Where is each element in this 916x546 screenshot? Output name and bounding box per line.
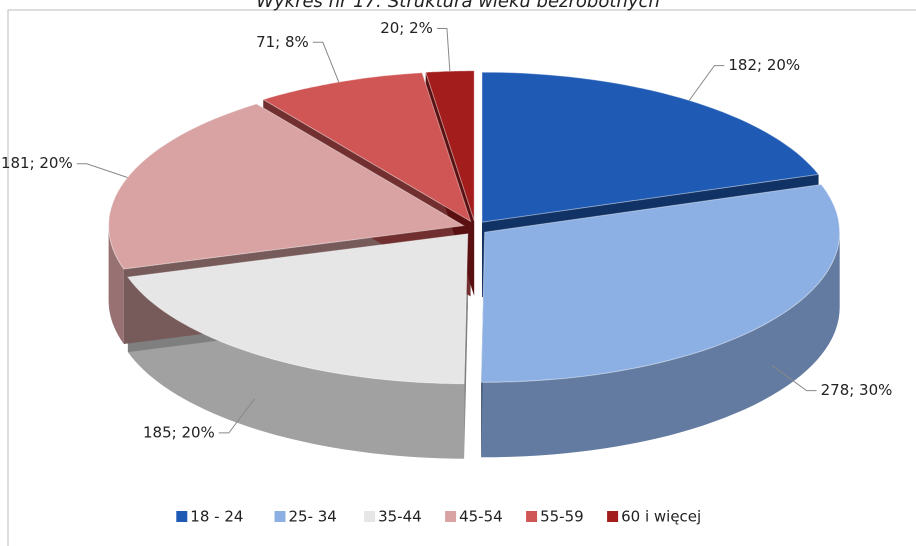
pie-slice-side <box>108 225 124 344</box>
leader-line <box>76 163 128 178</box>
legend-label: 55-59 <box>540 508 584 526</box>
legend-swatch <box>364 511 376 522</box>
leader-line <box>312 41 340 83</box>
legend-label: 25- 34 <box>289 508 337 526</box>
pie-slice <box>480 183 841 383</box>
legend-label: 60 i więcej <box>621 508 701 526</box>
pie-slice <box>425 70 475 221</box>
legend-swatch <box>274 511 286 522</box>
data-label: 278; 30% <box>821 381 893 399</box>
pie-slice <box>481 71 820 223</box>
legend-label: 35-44 <box>378 508 422 526</box>
pie-slice <box>108 103 466 270</box>
legend-label: 18 - 24 <box>190 508 243 526</box>
pie-slice <box>126 233 469 385</box>
data-label: 185; 20% <box>143 423 215 441</box>
legend-swatch <box>445 511 457 522</box>
leader-line <box>688 65 725 101</box>
legend-swatch <box>526 511 538 522</box>
leader-line <box>436 27 451 72</box>
chart-title: Wykres nr 17: Struktura wieku bezrobotny… <box>256 0 660 12</box>
data-label: 181; 20% <box>1 154 73 172</box>
pie-slice-side <box>127 277 465 459</box>
leader-line <box>771 365 817 392</box>
data-label: 20; 2% <box>380 19 433 37</box>
legend-swatch <box>607 511 619 522</box>
data-label: 71; 8% <box>256 33 309 51</box>
legend-swatch <box>176 511 188 522</box>
legend-label: 45-54 <box>459 508 503 526</box>
leader-line <box>218 398 256 434</box>
pie-slice-side <box>481 232 840 458</box>
data-label: 182; 20% <box>728 56 800 74</box>
